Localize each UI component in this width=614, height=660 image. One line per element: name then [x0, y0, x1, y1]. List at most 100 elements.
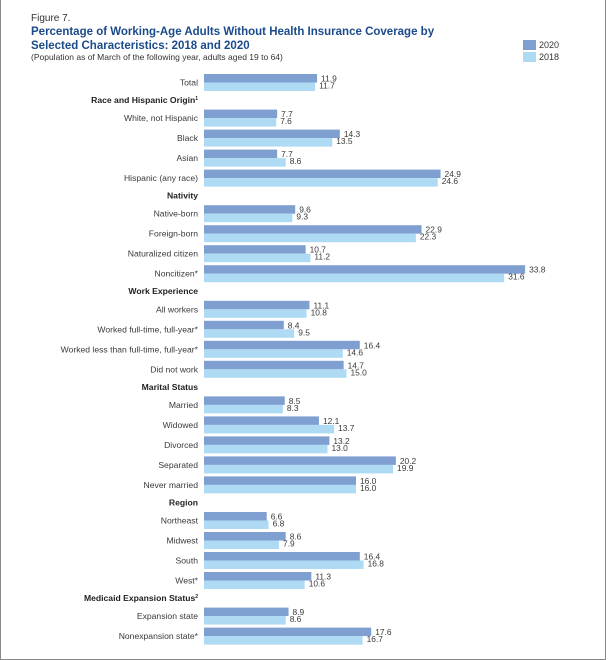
category-label-worked-less-than-full-time-full-year: Worked less than full-time, full-year*	[61, 344, 199, 354]
bar-2020-total	[204, 74, 318, 83]
chart-title: Percentage of Working-Age Adults Without…	[31, 26, 435, 52]
category-label-west: West*	[175, 576, 198, 586]
bar-2020-naturalized-citizen	[204, 245, 306, 254]
value-label-2020-divorced: 13.2	[333, 436, 350, 446]
value-label-2018-white-not-hispanic: 7.6	[280, 116, 292, 126]
bar-2020-white-not-hispanic	[204, 109, 278, 119]
category-label-expansion-state: Expansion state	[137, 611, 198, 621]
category-label-asian: Asian	[177, 153, 199, 163]
bar-2020-west	[204, 572, 312, 581]
bar-2018-northeast	[204, 520, 269, 529]
group-header-medicaid-expansion-status: Medicaid Expansion Status2	[84, 593, 198, 603]
bar-2020-all-workers	[204, 300, 310, 310]
bar-2018-native-born	[204, 213, 293, 223]
figure-label: Figure 7.	[31, 13, 71, 24]
value-label-2020-black: 14.3	[344, 129, 361, 139]
value-label-2020-naturalized-citizen: 10.7	[310, 245, 327, 255]
value-label-2018-all-workers: 10.8	[311, 307, 328, 317]
legend-swatch-2018	[523, 52, 536, 62]
category-label-black: Black	[177, 133, 199, 143]
bar-2018-divorced	[204, 444, 328, 454]
category-label-total: Total	[180, 78, 198, 88]
value-label-2020-midwest: 8.6	[290, 532, 302, 542]
bar-2018-widowed	[204, 424, 335, 434]
bar-2020-worked-full-time-full-year	[204, 320, 284, 330]
bar-2018-did-not-work	[204, 369, 347, 378]
value-label-2020-noncitizen: 33.8	[529, 265, 546, 275]
value-label-2018-midwest: 7.9	[283, 539, 295, 549]
value-label-2018-naturalized-citizen: 11.2	[314, 252, 330, 262]
category-label-foreign-born: Foreign-born	[149, 229, 198, 239]
bar-2018-asian	[204, 158, 286, 167]
value-label-2020-northeast: 6.6	[271, 512, 283, 522]
footnote-marker: 2	[195, 594, 198, 600]
value-label-2020-nonexpansion-state: 17.6	[375, 627, 392, 637]
bar-2020-northeast	[204, 512, 267, 521]
value-label-2020-did-not-work: 14.7	[348, 360, 365, 370]
value-label-2018-expansion-state: 8.6	[290, 614, 302, 624]
value-label-2020-worked-less-than-full-time-full-year: 16.4	[364, 340, 381, 350]
bar-2018-total	[204, 82, 316, 91]
value-label-2020-never-married: 16.0	[360, 476, 377, 486]
bar-2020-hispanic-any-race	[204, 169, 441, 179]
bar-2020-asian	[204, 149, 278, 159]
bar-2020-expansion-state	[204, 607, 289, 617]
value-label-2020-foreign-born: 22.9	[426, 225, 443, 235]
legend-label-2020: 2020	[539, 40, 560, 50]
value-label-2020-expansion-state: 8.9	[293, 607, 305, 617]
value-label-2018-asian: 8.6	[290, 156, 302, 166]
bar-2018-naturalized-citizen	[204, 253, 311, 263]
legend-swatch-2020	[523, 40, 536, 50]
legend-item-2020: 2020	[523, 39, 559, 51]
bar-2018-midwest	[204, 540, 280, 549]
bar-2018-west	[204, 580, 305, 589]
bar-2020-noncitizen	[204, 265, 526, 274]
bar-2020-nonexpansion-state	[204, 627, 372, 637]
value-label-2020-west: 11.3	[315, 572, 331, 582]
value-label-2020-white-not-hispanic: 7.7	[281, 109, 293, 119]
bar-2020-foreign-born	[204, 225, 422, 234]
category-label-white-not-hispanic: White, not Hispanic	[124, 113, 199, 123]
category-label-native-born: Native-born	[154, 209, 199, 219]
bar-2018-expansion-state	[204, 616, 286, 625]
category-label-worked-full-time-full-year: Worked full-time, full-year*	[97, 324, 198, 334]
group-header-work-experience: Work Experience	[128, 286, 198, 296]
bar-2018-never-married	[204, 484, 356, 494]
value-label-2020-hispanic-any-race: 24.9	[445, 169, 462, 179]
value-label-2018-never-married: 16.0	[360, 483, 377, 493]
group-header-race-and-hispanic-origin: Race and Hispanic Origin1	[91, 95, 198, 105]
group-header-marital-status: Marital Status	[142, 382, 199, 392]
value-label-2018-black: 13.5	[336, 136, 353, 146]
category-label-south: South	[176, 556, 199, 566]
value-label-2020-south: 16.4	[364, 552, 381, 562]
bar-2018-separated	[204, 464, 394, 474]
bar-2020-native-born	[204, 205, 296, 214]
bar-2020-never-married	[204, 476, 356, 485]
category-label-never-married: Never married	[144, 480, 199, 490]
bar-2018-nonexpansion-state	[204, 636, 363, 645]
bar-2018-white-not-hispanic	[204, 118, 277, 127]
value-label-2018-west: 10.6	[309, 579, 326, 589]
category-label-nonexpansion-state: Nonexpansion state*	[119, 631, 199, 641]
value-label-2018-married: 8.3	[287, 403, 299, 413]
value-label-2018-northeast: 6.8	[273, 519, 285, 529]
bar-2018-married	[204, 404, 283, 414]
value-label-2020-asian: 7.7	[281, 149, 293, 159]
legend-label-2018: 2018	[539, 52, 560, 62]
value-label-2018-foreign-born: 22.3	[420, 232, 437, 242]
category-label-noncitizen: Noncitizen*	[155, 269, 199, 279]
legend: 2020 2018	[523, 39, 559, 63]
bar-2018-worked-full-time-full-year	[204, 329, 295, 338]
bar-2018-all-workers	[204, 309, 307, 318]
category-label-all-workers: All workers	[156, 304, 198, 314]
bar-2020-black	[204, 129, 340, 139]
category-label-married: Married	[169, 400, 198, 410]
chart-subtitle: (Population as of March of the following…	[31, 52, 283, 62]
bar-2020-divorced	[204, 436, 330, 445]
value-label-2018-did-not-work: 15.0	[351, 367, 368, 377]
value-label-2018-separated: 19.9	[397, 463, 414, 473]
bar-2020-separated	[204, 456, 396, 465]
bar-2020-midwest	[204, 532, 286, 541]
value-label-2018-widowed: 13.7	[338, 423, 355, 433]
